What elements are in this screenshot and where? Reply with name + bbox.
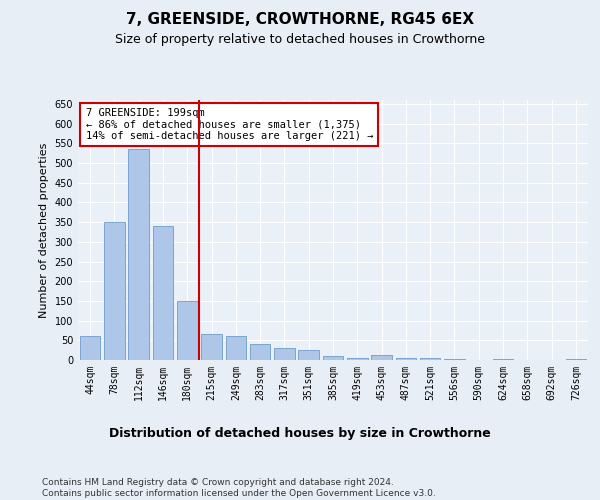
Bar [104,222,125,360]
Bar [152,226,173,360]
Y-axis label: Number of detached properties: Number of detached properties [39,142,49,318]
Text: Contains HM Land Registry data © Crown copyright and database right 2024.
Contai: Contains HM Land Registry data © Crown c… [42,478,436,498]
Bar [444,359,465,360]
Bar [80,336,100,360]
Bar [274,348,295,360]
Bar [371,356,392,360]
Bar [250,344,271,360]
Bar [226,336,246,360]
Bar [347,358,368,360]
Bar [395,358,416,360]
Bar [323,356,343,360]
Text: 7, GREENSIDE, CROWTHORNE, RG45 6EX: 7, GREENSIDE, CROWTHORNE, RG45 6EX [126,12,474,28]
Bar [493,359,514,360]
Bar [201,334,222,360]
Text: Distribution of detached houses by size in Crowthorne: Distribution of detached houses by size … [109,428,491,440]
Bar [298,350,319,360]
Text: 7 GREENSIDE: 199sqm
← 86% of detached houses are smaller (1,375)
14% of semi-det: 7 GREENSIDE: 199sqm ← 86% of detached ho… [86,108,373,141]
Bar [177,301,197,360]
Text: Size of property relative to detached houses in Crowthorne: Size of property relative to detached ho… [115,32,485,46]
Bar [128,149,149,360]
Bar [420,358,440,360]
Bar [566,359,586,360]
